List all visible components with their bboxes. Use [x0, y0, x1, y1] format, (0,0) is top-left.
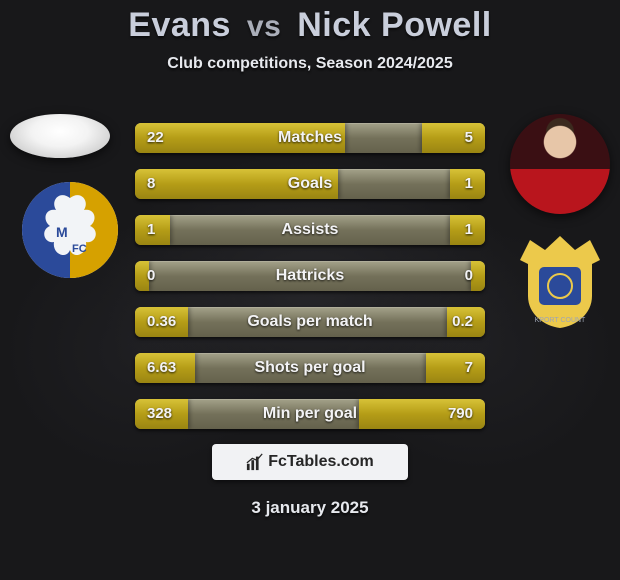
chart-icon: [246, 453, 264, 471]
stat-label: Assists: [135, 215, 485, 245]
stat-row: 11Assists: [135, 215, 485, 245]
stats-bars: 225Matches 81Goals 11Assists 00Hattricks 0.3…: [135, 123, 485, 445]
brand-text: FcTables.com: [268, 453, 374, 471]
stat-label: Min per goal: [135, 399, 485, 429]
stat-label: Matches: [135, 123, 485, 153]
stat-label: Shots per goal: [135, 353, 485, 383]
stat-row: 81Goals: [135, 169, 485, 199]
stat-label: Goals per match: [135, 307, 485, 337]
page-title: Evans vs Nick Powell: [0, 0, 620, 45]
stat-row: 225Matches: [135, 123, 485, 153]
player-a-club-crest: M FC: [20, 180, 120, 280]
stat-label: Hattricks: [135, 261, 485, 291]
player-a-avatar: [10, 114, 110, 158]
player-b-name: Nick Powell: [297, 6, 491, 44]
player-b-avatar: [510, 114, 610, 214]
subtitle: Club competitions, Season 2024/2025: [0, 55, 620, 73]
comparison-card: Evans vs Nick Powell Club competitions, …: [0, 0, 620, 580]
vs-text: vs: [241, 10, 287, 43]
stat-row: 328790Min per goal: [135, 399, 485, 429]
stat-row: 0.360.2Goals per match: [135, 307, 485, 337]
svg-text:FC: FC: [72, 243, 87, 255]
brand-badge[interactable]: FcTables.com: [212, 444, 408, 480]
player-a-name: Evans: [128, 6, 231, 44]
stat-row: 00Hattricks: [135, 261, 485, 291]
date-text: 3 january 2025: [0, 498, 620, 518]
stat-row: 6.637Shots per goal: [135, 353, 485, 383]
player-b-club-crest: KPORT COUNT: [510, 230, 610, 330]
svg-text:KPORT COUNT: KPORT COUNT: [535, 317, 586, 324]
svg-text:M: M: [56, 224, 68, 240]
stat-label: Goals: [135, 169, 485, 199]
